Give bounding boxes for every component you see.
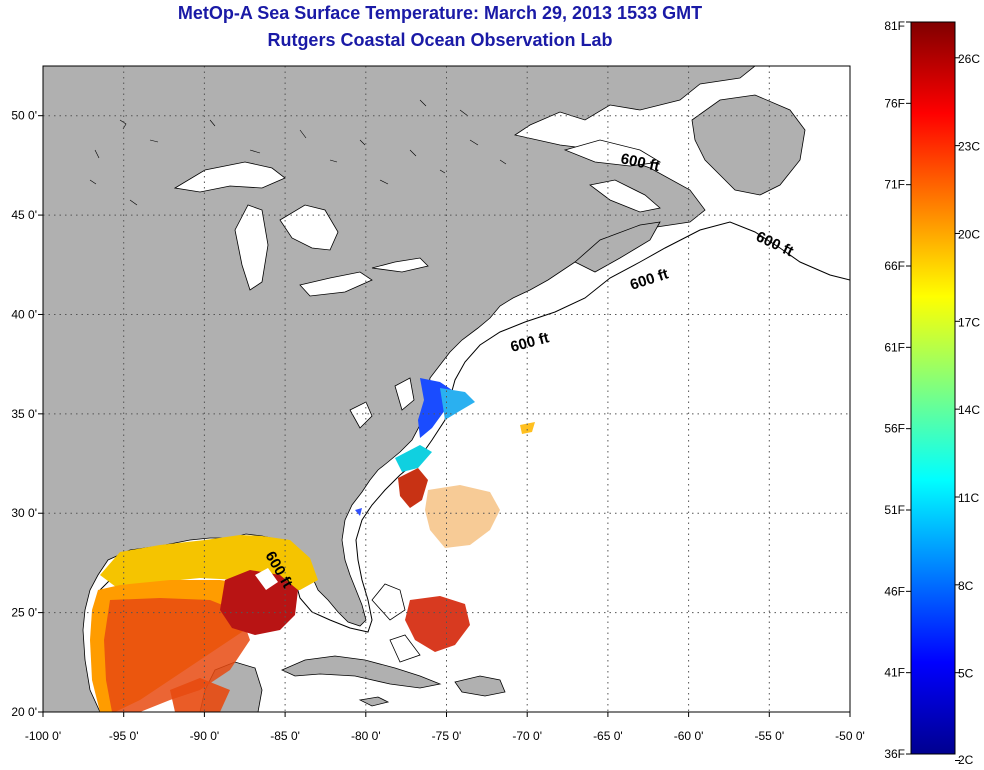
lon-tick-label: -75 0' xyxy=(432,729,462,743)
lat-tick-label: 50 0' xyxy=(11,109,37,123)
newfoundland-land xyxy=(691,94,806,196)
great-lakes xyxy=(173,139,662,429)
colorbar-c-label: 26C xyxy=(958,52,980,66)
lon-tick-label: -65 0' xyxy=(593,729,623,743)
colorbar-f-label: 36F xyxy=(884,747,905,761)
nova-scotia-land xyxy=(574,221,661,273)
colorbar-c-label: 2C xyxy=(958,753,974,767)
lon-tick-label: -70 0' xyxy=(512,729,542,743)
lat-tick-label: 40 0' xyxy=(11,307,37,321)
lon-tick-label: -100 0' xyxy=(25,729,61,743)
colorbar-f-label: 51F xyxy=(884,503,905,517)
latitude-ticks: 50 0' 45 0' 40 0' 35 0' 30 0' 25 0' 20 0' xyxy=(11,109,43,719)
lat-tick-label: 20 0' xyxy=(11,705,37,719)
cuba-land xyxy=(281,655,442,689)
lon-tick-label: -85 0' xyxy=(270,729,300,743)
lon-tick-label: -50 0' xyxy=(835,729,865,743)
lon-tick-label: -60 0' xyxy=(674,729,704,743)
lat-tick-label: 35 0' xyxy=(11,407,37,421)
colorbar-c-label: 14C xyxy=(958,403,980,417)
colorbar-c-label: 5C xyxy=(958,667,974,681)
colorbar-c-label: 20C xyxy=(958,227,980,241)
colorbar-c-label: 17C xyxy=(958,315,980,329)
colorbar-c-label: 11C xyxy=(958,491,979,505)
lat-tick-label: 30 0' xyxy=(11,506,37,520)
graticule xyxy=(43,66,850,712)
colorbar-f-label: 71F xyxy=(884,178,905,192)
sst-atlantic-swath xyxy=(355,378,535,652)
colorbar xyxy=(910,21,956,755)
jamaica-land xyxy=(358,696,390,707)
colorbar-f-label: 56F xyxy=(884,422,905,436)
colorbar-f-label: 66F xyxy=(884,259,905,273)
colorbar-f-label: 81F xyxy=(884,19,905,33)
colorbar-c-label: 23C xyxy=(958,140,980,154)
colorbar-fahrenheit-ticks: 81F 76F 71F 66F 61F 56F 51F 46F 41F 36F xyxy=(884,19,911,761)
colorbar-f-label: 61F xyxy=(884,340,905,354)
lon-tick-label: -55 0' xyxy=(754,729,784,743)
hispaniola-land xyxy=(454,675,506,697)
colorbar-celsius-ticks: 26C 23C 20C 17C 14C 11C 8C 5C 2C xyxy=(955,52,980,767)
sst-gulf-swath xyxy=(90,535,318,712)
colorbar-f-label: 76F xyxy=(884,96,905,110)
lon-tick-label: -90 0' xyxy=(190,729,220,743)
lon-tick-label: -80 0' xyxy=(351,729,381,743)
colorbar-f-label: 46F xyxy=(884,584,905,598)
longitude-ticks: -100 0' -95 0' -90 0' -85 0' -80 0' -75 0' -70… xyxy=(25,712,865,743)
lon-tick-label: -95 0' xyxy=(109,729,139,743)
colorbar-c-label: 8C xyxy=(958,579,974,593)
lat-tick-label: 45 0' xyxy=(11,208,37,222)
map-title: MetOp-A Sea Surface Temperature: March 2… xyxy=(177,3,703,23)
colorbar-f-label: 41F xyxy=(884,666,905,680)
map-subtitle: Rutgers Coastal Ocean Observation Lab xyxy=(267,30,613,50)
lat-tick-label: 25 0' xyxy=(11,606,37,620)
